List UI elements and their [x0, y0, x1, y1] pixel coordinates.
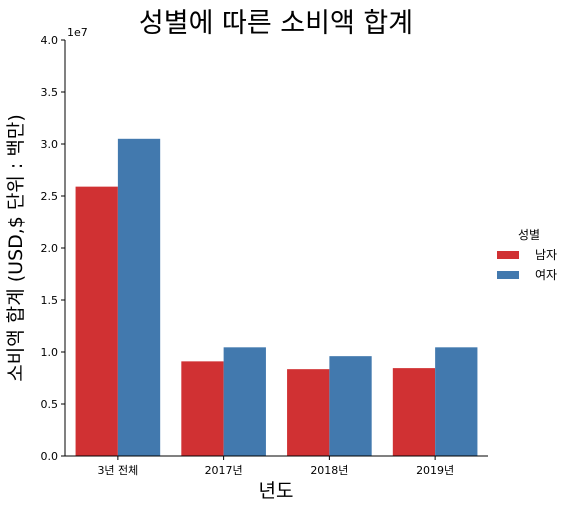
x-axis-label: 년도: [259, 480, 294, 502]
y-tick-label: 2.5: [41, 190, 59, 203]
bar-1-0: [117, 138, 161, 457]
legend-label-1: 여자: [535, 268, 557, 282]
bar-0-1: [181, 361, 224, 456]
x-ticks-group: 3년 전체 2017년 2018년 2019년: [97, 456, 454, 477]
bar-0-3: [392, 368, 436, 456]
y-tick-label: 3.5: [41, 86, 59, 99]
y-axis-label: 소비액 합계 (USD,$ 단위 : 백만): [5, 114, 27, 381]
y-tick-label: 2.0: [41, 242, 59, 255]
bar-0-0: [75, 186, 118, 456]
y-offset-label: 1e7: [67, 26, 88, 39]
bar-1-2: [329, 356, 372, 456]
chart-title: 성별에 따른 소비액 합계: [139, 8, 413, 39]
x-tick-label: 2017년: [205, 464, 243, 477]
y-tick-label: 1.0: [41, 346, 59, 359]
y-ticks-group: 0.0 0.5 1.0 1.5 2.0 2.5 3.0 3.5 4.0: [41, 34, 65, 463]
y-tick-label: 3.0: [41, 138, 59, 151]
legend-label-0: 남자: [535, 248, 557, 262]
x-tick-label: 3년 전체: [97, 464, 138, 477]
y-tick-label: 4.0: [41, 34, 59, 47]
y-tick-label: 1.5: [41, 294, 59, 307]
x-tick-label: 2018년: [310, 464, 348, 477]
legend-title: 성별: [518, 228, 540, 242]
y-tick-label: 0.0: [41, 450, 59, 463]
bar-1-1: [223, 347, 266, 456]
bars-group: [75, 138, 478, 457]
y-tick-label: 0.5: [41, 398, 59, 411]
legend-swatch-0: [497, 251, 519, 259]
bar-0-2: [287, 369, 330, 456]
legend-swatch-1: [497, 271, 519, 279]
x-tick-label: 2019년: [416, 464, 454, 477]
bar-1-3: [435, 347, 478, 456]
